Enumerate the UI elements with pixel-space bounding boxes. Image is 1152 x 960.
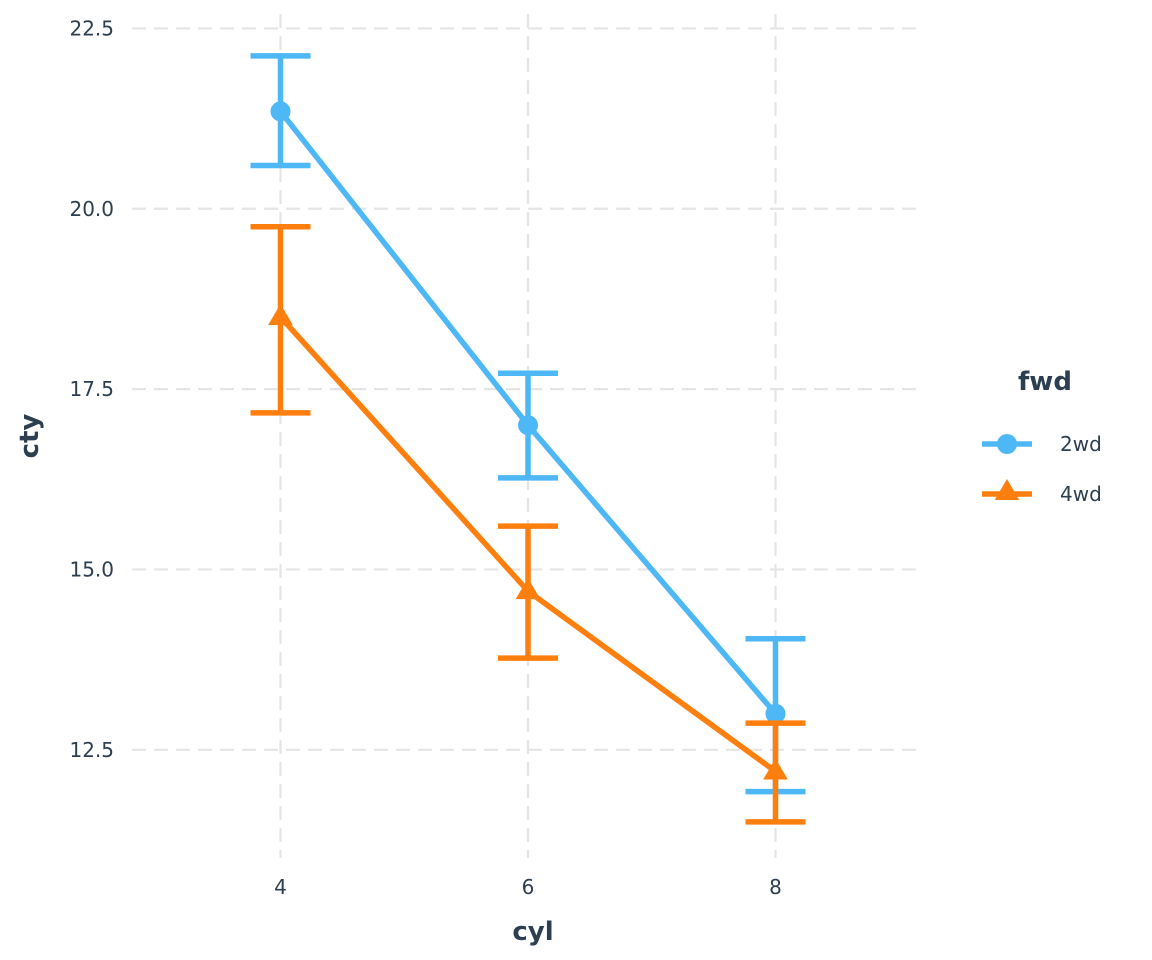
x-tick-label: 8 (769, 875, 782, 899)
y-axis-title: cty (15, 414, 45, 459)
legend-item-2wd: 2wd (982, 432, 1102, 456)
series-2wd (250, 53, 806, 795)
data-point-4wd (268, 303, 293, 326)
data-point-4wd (515, 578, 541, 600)
y-axis-ticks: 12.5 15.0 17.5 20.0 22.5 (69, 16, 114, 761)
legend: fwd 2wd 4wd (982, 367, 1102, 506)
y-tick-label: 20.0 (69, 197, 114, 221)
y-tick-label: 22.5 (69, 16, 114, 40)
series-4wd (250, 224, 806, 825)
y-tick-label: 17.5 (69, 377, 114, 401)
legend-title: fwd (1018, 367, 1072, 397)
legend-label: 2wd (1060, 432, 1102, 456)
x-axis-title: cyl (512, 917, 553, 947)
series-layer (250, 53, 806, 825)
legend-swatch-marker (994, 479, 1020, 501)
legend-item-4wd: 4wd (982, 479, 1102, 506)
x-tick-label: 6 (522, 875, 535, 899)
legend-label: 4wd (1060, 482, 1102, 506)
data-point-4wd (763, 758, 788, 780)
legend-swatch-marker (997, 434, 1017, 454)
data-point-2wd (518, 415, 538, 436)
y-tick-label: 12.5 (69, 738, 114, 762)
data-point-2wd (270, 101, 291, 122)
x-tick-label: 4 (274, 875, 287, 899)
data-point-2wd (765, 703, 786, 724)
y-tick-label: 15.0 (69, 557, 114, 581)
x-axis-ticks: 4 6 8 (274, 875, 782, 899)
